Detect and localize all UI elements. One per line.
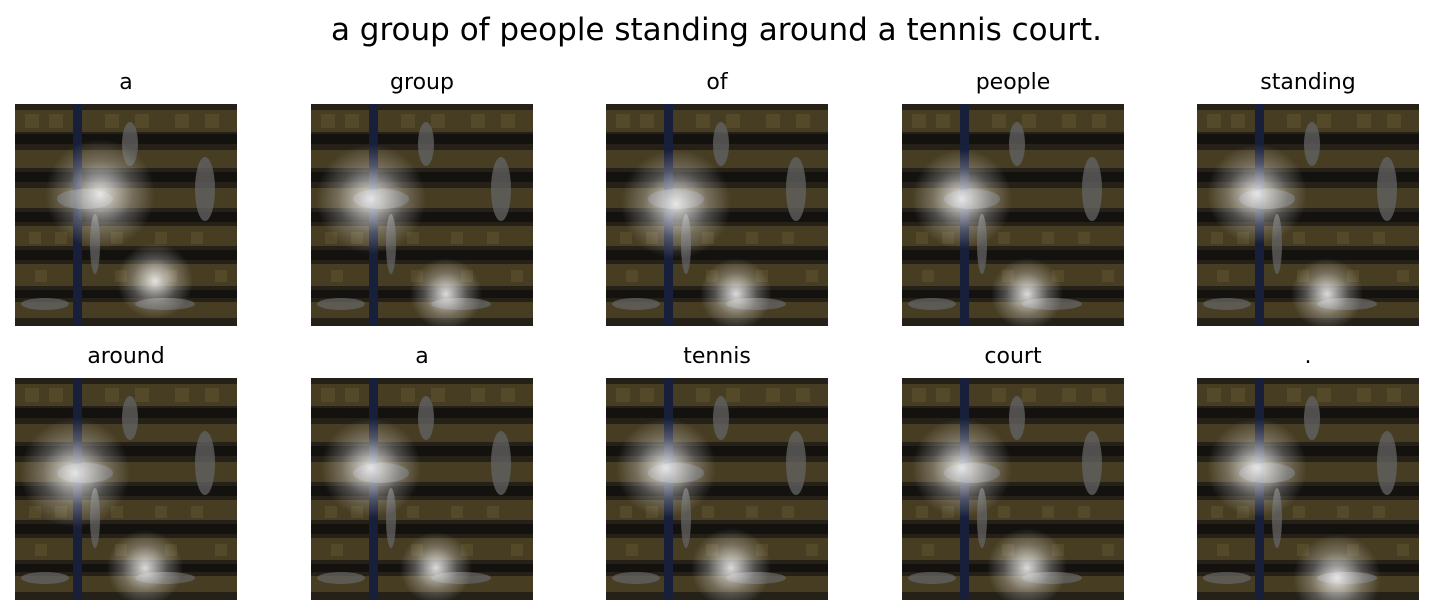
attention-heatmap-image xyxy=(1197,378,1419,600)
attention-heatmap-image xyxy=(15,104,237,326)
panel-word: of xyxy=(706,70,728,95)
panel-word: group xyxy=(390,70,454,95)
panel-word: around xyxy=(87,344,165,369)
panel-word: people xyxy=(975,70,1051,95)
attention-heatmap-image xyxy=(311,104,533,326)
attention-heatmap-image xyxy=(902,104,1124,326)
attention-heatmap-image xyxy=(15,378,237,600)
attention-heatmap-image xyxy=(311,378,533,600)
attention-heatmap-image xyxy=(606,378,828,600)
panel-word: a xyxy=(415,344,429,369)
attention-heatmap-image xyxy=(606,104,828,326)
caption-title: a group of people standing around a tenn… xyxy=(330,12,1103,48)
panel-word: a xyxy=(119,70,133,95)
panel-word: court xyxy=(984,344,1042,369)
panel-word: tennis xyxy=(683,344,751,369)
attention-heatmap-image xyxy=(902,378,1124,600)
panel-word: . xyxy=(1304,344,1312,369)
attention-heatmap-image xyxy=(1197,104,1419,326)
panel-word: standing xyxy=(1260,70,1356,95)
